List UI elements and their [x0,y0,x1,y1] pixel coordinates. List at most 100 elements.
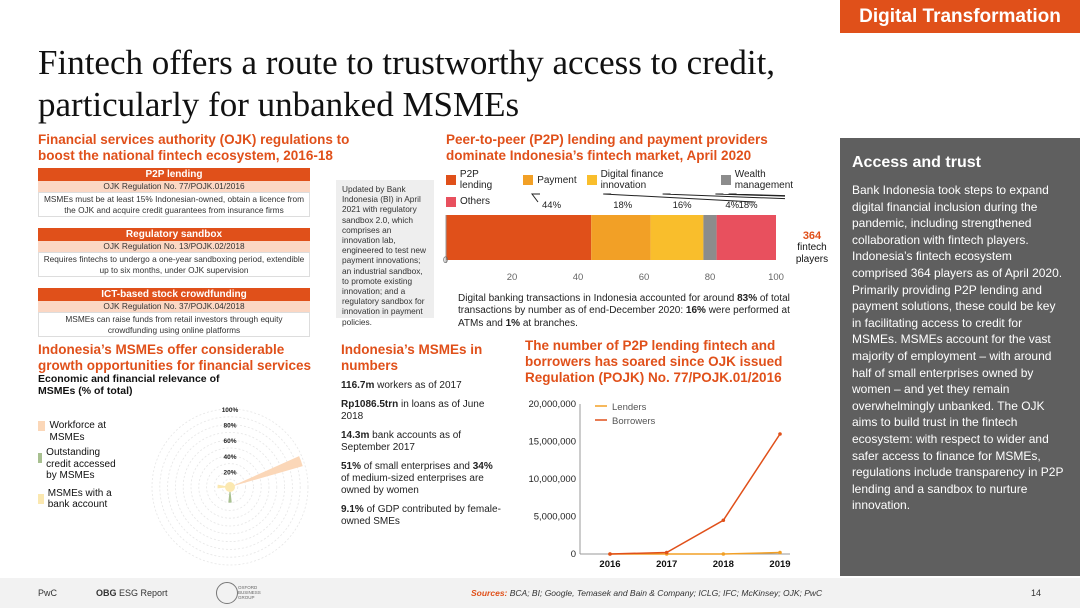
regulation-title: P2P lending [38,168,310,181]
legend-item: Digital finance innovation [586,169,711,191]
radial-wedge [230,456,303,487]
y-tick-label: 10,000,000 [528,474,576,485]
stat-text: of small enterprises and [361,461,473,472]
bar-data-label: 18% [739,200,759,211]
section-tag: Digital Transformation [840,0,1080,33]
data-point [664,550,669,555]
regulation-desc: MSMEs can raise funds from retail invest… [38,312,310,337]
x-tick-label: 20 [507,272,518,283]
borrowers-line-chart: 0 5,000,000 10,000,000 15,000,000 20,000,000… [528,399,790,570]
regulation-title: Regulatory sandbox [38,228,310,241]
legend-item: Wealth management [720,169,826,191]
stat-item: 116.7m workers as of 2017 [341,380,501,392]
stat-text: of medium-sized enterprises are owned by… [341,473,484,496]
legend-label: Others [460,196,491,207]
x-tick-label: 2019 [769,559,790,570]
legend-label: Lenders [612,402,647,413]
radial-grid-ring [167,424,293,550]
radial-wedge [217,484,230,489]
footnote-text: Digital banking transactions in Indonesi… [458,293,738,304]
bar-label-bracket [531,193,540,203]
sources-text: BCA; BI; Google, Temasek and Bain & Comp… [507,588,823,598]
radial-grid-ring [175,432,285,542]
x-tick-label: 100 [768,272,784,283]
stat-value: 116.7m [341,380,375,391]
legend-swatch [38,493,44,504]
bar-label-bracket [662,193,785,200]
radial-wedge [228,487,232,503]
bar-segment [650,215,704,260]
stat-text: in loans as of June 2018 [341,399,485,422]
footer-report-text: ESG Report [116,588,168,598]
radial-grid-ring [190,447,270,527]
radial-ring-label: 80% [223,423,236,430]
regulation-card: Regulatory sandbox OJK Regulation No. 13… [38,228,310,277]
radial-grid-ring [159,416,301,558]
radial-ring-label: 20% [223,469,236,476]
bar-data-label: 18% [613,200,633,211]
data-point [778,432,782,436]
numbers-heading: Indonesia’s MSMEs in numbers [341,342,483,373]
line-chart-heading: The number of P2P lending fintech and bo… [525,338,783,385]
y-tick-label: 20,000,000 [528,399,576,410]
data-point [608,552,612,556]
sidebar-body: Bank Indonesia took steps to expand digi… [852,183,1064,513]
x-tick-label: 60 [639,272,650,283]
stat-value: 14.3m [341,430,370,441]
player-count-label: fintech [797,242,827,253]
radial-ring-label: 100% [222,407,239,414]
footnote-value: 1% [505,317,521,329]
stat-text: of GDP contributed by female-owned SMEs [341,504,501,527]
x-tick-label: 2017 [656,559,677,570]
stat-item: 9.1% of GDP contributed by female-owned … [341,504,501,528]
regulation-desc: Requires fintechs to undergo a one-year … [38,252,310,277]
bar-segment [716,215,776,260]
legend-item: Outstanding credit accessed by MSMEs [38,447,120,482]
page-title: Fintech offers a route to trustworthy ac… [38,42,958,126]
sandbox-note: Updated by Bank Indonesia (BI) in April … [336,180,434,327]
stat-item: 51% of small enterprises and 34% of medi… [341,461,501,497]
radial-ring-label: 40% [223,454,236,461]
legend-label: Outstanding credit accessed by MSMEs [46,447,116,481]
legend-label: Digital finance innovation [600,169,664,191]
series-line [609,433,781,555]
radial-grid-ring [151,408,309,566]
p2p-legend: P2P lending Payment Digital finance inno… [446,169,826,207]
data-point [721,552,726,556]
stat-value: Rp1086.5trn [341,399,399,410]
radial-ring-label: 60% [223,438,236,445]
regulation-list: P2P lending OJK Regulation No. 77/POJK.0… [38,168,310,337]
footer: PwC OBG ESG Report OXFORD BUSINESS GROUP… [0,578,1080,608]
legend-label: P2P lending [459,169,493,191]
regulation-desc: MSMEs must be at least 15% Indonesian-ow… [38,192,310,217]
footnote-value: 16% [685,305,706,317]
legend-item: Workforce at MSMEs [38,420,120,443]
stat-item: 14.3m bank accounts as of September 2017 [341,430,501,454]
bar-segment [591,215,651,260]
legend-label: MSMEs with a bank account [47,487,112,511]
data-point [721,518,726,523]
stat-value: 9.1% [341,504,364,515]
footnote-value: 83% [737,293,758,304]
bar-label-bracket [603,193,755,203]
x-tick-label: 2018 [713,559,734,570]
p2p-footnote: Digital banking transactions in Indonesi… [458,293,808,330]
stat-text: bank accounts as of September 2017 [341,430,462,453]
obg-logo-text: OXFORD BUSINESS GROUP [238,585,261,600]
legend-label: Payment [537,174,577,186]
footer-report-brand: OBG [96,588,117,598]
page-title-line2: particularly for unbanked MSMEs [38,85,520,124]
y-tick-label: 15,000,000 [528,437,576,448]
radial-center [225,482,235,492]
ojk-heading: Financial services authority (OJK) regul… [38,132,350,163]
legend-item: Others [446,196,490,207]
footer-sources: Sources: BCA; BI; Google, Temasek and Ba… [471,588,822,598]
player-count: 364 fintech players [788,230,836,266]
access-trust-sidebar: Access and trust Bank Indonesia took ste… [840,138,1080,576]
bar-segment [703,215,717,260]
regulation-number: OJK Regulation No. 77/POJK.01/2016 [38,181,310,192]
radial-grid-ring [214,471,247,504]
stat-value: 51% [341,461,362,472]
legend-label: Wealth management [734,169,794,191]
bar-data-label: 4% [725,200,739,211]
